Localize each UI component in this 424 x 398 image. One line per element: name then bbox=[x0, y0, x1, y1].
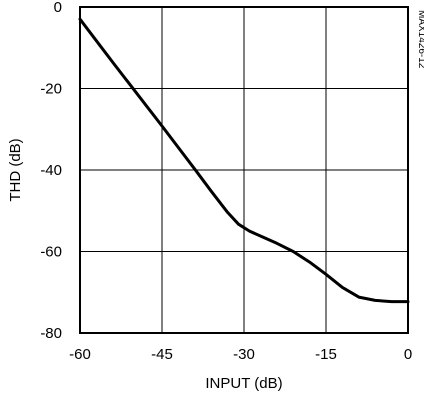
x-tick-label: 0 bbox=[404, 346, 412, 363]
y-axis-label: THD (dB) bbox=[7, 138, 24, 201]
thd-curve bbox=[78, 17, 410, 304]
grid-lines bbox=[80, 7, 408, 333]
x-tick-label: -30 bbox=[233, 346, 255, 363]
plot-frame bbox=[79, 6, 409, 334]
y-tick-label: -60 bbox=[40, 244, 62, 261]
chart-id-note: MAX1426-12 bbox=[416, 10, 424, 69]
y-tick-label: 0 bbox=[54, 0, 62, 16]
y-tick-label: -20 bbox=[40, 81, 62, 98]
x-tick-label: -15 bbox=[315, 346, 337, 363]
x-tick-label: -60 bbox=[69, 346, 91, 363]
y-tick-label: -80 bbox=[40, 325, 62, 342]
x-axis-label: INPUT (dB) bbox=[205, 375, 282, 392]
y-axis-tick-labels: 0 -20 -40 -60 -80 bbox=[40, 0, 62, 342]
y-tick-label: -40 bbox=[40, 162, 62, 179]
x-tick-label: -45 bbox=[151, 346, 173, 363]
series-layer bbox=[78, 17, 410, 304]
x-axis-tick-labels: -60 -45 -30 -15 0 bbox=[69, 346, 412, 363]
